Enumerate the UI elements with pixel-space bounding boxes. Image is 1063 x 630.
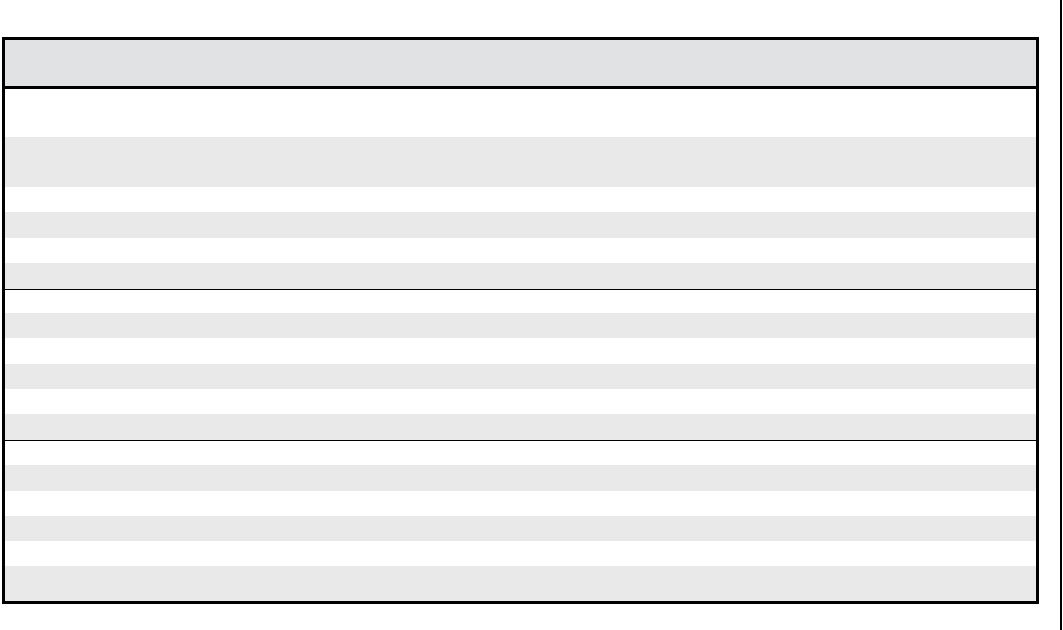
table-row <box>5 289 1036 313</box>
table-row <box>5 263 1036 289</box>
table-row <box>5 137 1036 187</box>
table-row <box>5 89 1036 137</box>
table-row <box>5 440 1036 465</box>
data-table <box>2 37 1039 604</box>
table-row <box>5 212 1036 238</box>
table-row <box>5 238 1036 263</box>
table-row <box>5 465 1036 491</box>
table-row <box>5 541 1036 566</box>
table-row <box>5 313 1036 338</box>
table-header <box>5 40 1036 89</box>
table-row <box>5 389 1036 414</box>
table-row <box>5 566 1036 601</box>
table-row <box>5 414 1036 440</box>
table-row <box>5 338 1036 364</box>
table-row <box>5 491 1036 516</box>
table-row <box>5 364 1036 389</box>
window-edge-divider <box>1060 0 1062 630</box>
table-row <box>5 187 1036 212</box>
table-row <box>5 516 1036 541</box>
